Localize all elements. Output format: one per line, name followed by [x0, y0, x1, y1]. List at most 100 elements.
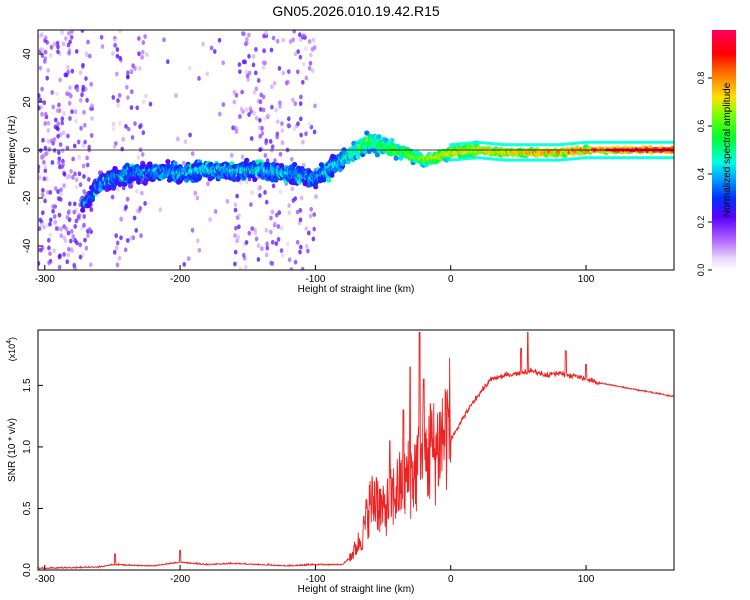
heatmap-cell: [290, 157, 294, 162]
heatmap-cell: [389, 137, 395, 144]
heatmap-cell: [312, 212, 317, 218]
heatmap-cell: [43, 168, 48, 174]
heatmap-cell: [82, 109, 86, 115]
heatmap-cell: [44, 111, 48, 117]
heatmap-cell: [244, 41, 248, 47]
heatmap-cell: [313, 103, 317, 109]
heatmap-cell: [298, 101, 303, 107]
heatmap-cell: [68, 116, 72, 121]
heatmap-cell: [235, 193, 239, 199]
heatmap-cell: [278, 151, 283, 157]
heatmap-cell: [41, 210, 45, 216]
heatmap-cell: [141, 99, 146, 105]
heatmap-cell: [40, 32, 44, 38]
heatmap-cell: [217, 37, 222, 43]
heatmap-cell: [671, 156, 674, 160]
heatmap-cell: [59, 191, 63, 197]
heatmap-cell: [276, 237, 281, 242]
heatmap-cell: [270, 84, 274, 90]
heatmap-cell: [162, 37, 166, 43]
heatmap-cell: [54, 117, 58, 123]
heatmap-cell: [236, 234, 241, 240]
heatmap-cell: [308, 213, 313, 219]
heatmap-cell: [43, 145, 48, 151]
heatmap-cell: [249, 202, 253, 208]
heatmap-cell: [135, 105, 139, 111]
heatmap-cell: [247, 32, 251, 38]
heatmap-cell: [233, 261, 237, 267]
heatmap-cell: [85, 155, 89, 161]
heatmap-cell: [265, 245, 270, 251]
heatmap-cell: [195, 195, 200, 201]
y-tick-label: 0.0: [22, 563, 33, 577]
heatmap-cell: [279, 248, 284, 254]
heatmap-cell: [244, 240, 249, 245]
heatmap-cell: [280, 140, 285, 146]
heatmap-cell: [82, 214, 86, 219]
heatmap-cell: [119, 235, 123, 241]
heatmap-cell: [273, 221, 277, 227]
heatmap-cell: [48, 190, 53, 195]
heatmap-cell: [312, 129, 317, 135]
y-tick-label: 40: [22, 48, 33, 60]
heatmap-cell: [245, 37, 249, 42]
heatmap-cell: [284, 80, 289, 86]
heatmap-cell: [90, 116, 94, 121]
heatmap-cell: [116, 187, 120, 192]
heatmap-cell: [81, 163, 86, 169]
heatmap-cell: [59, 187, 63, 193]
colorbar-tick-label: 0.6: [696, 120, 706, 133]
heatmap-cell: [138, 206, 142, 211]
heatmap-cell: [234, 129, 239, 134]
heatmap-cell: [84, 76, 88, 81]
heatmap-cell: [57, 254, 62, 260]
heatmap-cell: [117, 255, 122, 261]
heatmap-cell: [52, 248, 56, 254]
spectrogram-x-ticks: -300 -200 -100 0 100: [35, 265, 595, 285]
heatmap-cell: [240, 154, 245, 160]
heatmap-cell: [244, 264, 248, 270]
heatmap-cell: [197, 247, 202, 253]
heatmap-cell: [137, 36, 141, 41]
heatmap-cell: [262, 33, 266, 39]
heatmap-cell: [299, 132, 303, 138]
heatmap-cell: [276, 119, 280, 124]
heatmap-cell: [85, 97, 89, 103]
heatmap-cell: [238, 69, 242, 75]
y-tick-label: 0: [22, 147, 33, 153]
heatmap-cell: [75, 87, 80, 93]
heatmap-cell: [296, 69, 300, 75]
heatmap-cell: [65, 174, 69, 180]
heatmap-cell: [64, 226, 69, 232]
heatmap-cell: [307, 39, 312, 44]
heatmap-cell: [287, 210, 292, 216]
heatmap-cell: [65, 91, 69, 97]
heatmap-cell: [250, 190, 254, 195]
heatmap-cell: [254, 70, 258, 76]
heatmap-cell: [264, 252, 269, 258]
heatmap-cell: [341, 148, 347, 154]
heatmap-cell: [256, 243, 261, 249]
heatmap-cell: [56, 189, 60, 194]
heatmap-cell: [47, 245, 51, 251]
heatmap-cell: [221, 60, 225, 66]
heatmap-cell: [60, 30, 64, 35]
heatmap-cell: [251, 62, 256, 68]
heatmap-cell: [67, 100, 72, 106]
heatmap-cell: [111, 51, 115, 56]
heatmap-cell: [258, 133, 263, 139]
heatmap-cell: [244, 107, 249, 112]
heatmap-cell: [135, 188, 139, 194]
spectrogram-y-label: Frequency (Hz): [7, 116, 18, 185]
heatmap-cell: [292, 30, 296, 34]
heatmap-cell: [80, 30, 85, 33]
heatmap-cell: [113, 42, 117, 48]
heatmap-cell: [238, 180, 243, 185]
heatmap-cell: [237, 224, 241, 230]
heatmap-cell: [271, 183, 276, 189]
spectrogram-y-ticks: -40 -20 0 20 40: [22, 48, 43, 253]
heatmap-cell: [115, 53, 120, 59]
heatmap-cell: [288, 39, 293, 44]
heatmap-cell: [49, 44, 54, 50]
heatmap-cell: [254, 236, 259, 242]
